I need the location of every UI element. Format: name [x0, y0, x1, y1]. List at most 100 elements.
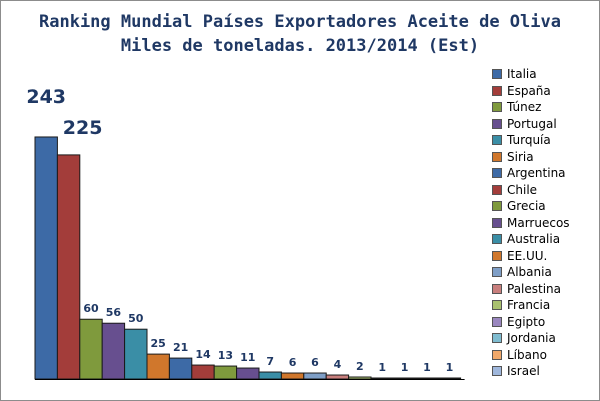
data-label-grecia: 13 [218, 349, 233, 362]
data-label-francia: 2 [356, 360, 364, 373]
legend-swatch [492, 349, 502, 360]
bar-albania [303, 372, 327, 380]
legend-label: Australia [507, 232, 561, 247]
legend-item: Israel [492, 363, 592, 380]
legend-item: Albania [492, 264, 592, 281]
legend-label: Líbano [507, 347, 547, 362]
bar-marruecos [236, 367, 260, 380]
data-label-ee-uu-: 6 [289, 356, 297, 369]
chart-title: Ranking Mundial Países Exportadores Acei… [39, 12, 561, 32]
legend-item: Australia [492, 231, 592, 248]
legend-item: Argentina [492, 165, 592, 182]
legend-label: Egipto [507, 314, 546, 329]
legend-swatch [492, 118, 502, 129]
bar-t-nez [79, 318, 103, 380]
data-label-palestina: 4 [334, 358, 342, 371]
data-label-siria: 25 [151, 337, 166, 350]
legend-swatch [492, 217, 502, 228]
bar-l-bano [415, 377, 439, 380]
legend-label: Portugal [507, 116, 557, 131]
data-label-espa-a: 225 [63, 117, 103, 139]
legend-label: Siria [507, 149, 534, 164]
data-label-turqu-a: 50 [128, 312, 144, 325]
legend-swatch [492, 333, 502, 344]
legend-label: Israel [507, 364, 540, 379]
chart-subtitle: Miles de toneladas. 2013/2014 (Est) [120, 36, 480, 56]
bar-turqu-a [124, 328, 148, 380]
bar-italia [34, 136, 58, 380]
data-label-argentina: 21 [173, 341, 188, 354]
legend-swatch [492, 316, 502, 327]
data-label-egipto: 1 [378, 361, 386, 374]
legend-item: Siria [492, 149, 592, 166]
legend-swatch [492, 184, 502, 195]
bar-chile [191, 364, 215, 380]
legend-swatch [492, 168, 502, 179]
legend-item: EE.UU. [492, 248, 592, 265]
data-label-marruecos: 11 [240, 351, 255, 364]
data-label-jordania: 1 [401, 361, 409, 374]
legend-item: Palestina [492, 281, 592, 298]
data-label-italia: 243 [26, 86, 66, 108]
legend-swatch [492, 283, 502, 294]
bar-argentina [168, 357, 193, 380]
legend-label: EE.UU. [507, 248, 548, 263]
legend-swatch [492, 250, 502, 261]
bar-egipto [370, 377, 394, 380]
bar-ee-uu- [280, 372, 305, 380]
data-label-israel: 1 [446, 361, 454, 374]
bar-espa-a [56, 154, 81, 380]
bar-palestina [325, 374, 350, 380]
legend-label: Francia [507, 298, 551, 313]
legend-label: Turquía [507, 133, 551, 148]
legend-label: Jordania [507, 331, 556, 346]
legend-swatch [492, 300, 502, 311]
bar-australia [258, 371, 282, 380]
legend-swatch [492, 85, 502, 96]
bar-portugal [101, 322, 126, 380]
bar-siria [146, 353, 170, 380]
bar-israel [437, 377, 462, 380]
legend-item: España [492, 83, 592, 100]
legend-swatch [492, 69, 502, 80]
data-label-albania: 6 [311, 356, 319, 369]
legend-item: Egipto [492, 314, 592, 331]
chart-title-block: Ranking Mundial Países Exportadores Acei… [0, 10, 600, 58]
legend-item: Jordania [492, 330, 592, 347]
legend-label: Italia [507, 67, 537, 82]
legend-swatch [492, 151, 502, 162]
data-label-l-bano: 1 [423, 361, 431, 374]
legend-label: Chile [507, 182, 538, 197]
legend-swatch [492, 267, 502, 278]
chart-legend: Italia España Túnez Portugal Turquía Siria Arg… [492, 66, 592, 380]
legend-label: Palestina [507, 281, 562, 296]
legend-swatch [492, 201, 502, 212]
legend-item: Líbano [492, 347, 592, 364]
legend-swatch [492, 234, 502, 245]
legend-item: Marruecos [492, 215, 592, 232]
legend-swatch [492, 366, 502, 377]
legend-label: España [507, 83, 551, 98]
bar-grecia [213, 365, 238, 380]
legend-item: Portugal [492, 116, 592, 133]
bar-francia [348, 376, 372, 380]
data-label-portugal: 56 [106, 306, 122, 319]
data-label-chile: 14 [195, 348, 211, 361]
data-label-t-nez: 60 [83, 302, 99, 315]
legend-item: Chile [492, 182, 592, 199]
legend-swatch [492, 102, 502, 113]
data-label-australia: 7 [266, 355, 274, 368]
legend-swatch [492, 135, 502, 146]
legend-item: Turquía [492, 132, 592, 149]
legend-item: Grecia [492, 198, 592, 215]
legend-item: Italia [492, 66, 592, 83]
bar-jordania [392, 377, 417, 380]
legend-label: Túnez [507, 100, 542, 115]
legend-label: Marruecos [507, 215, 570, 230]
legend-item: Francia [492, 297, 592, 314]
legend-label: Albania [507, 265, 552, 280]
legend-label: Grecia [507, 199, 546, 214]
legend-item: Túnez [492, 99, 592, 116]
legend-label: Argentina [507, 166, 566, 181]
